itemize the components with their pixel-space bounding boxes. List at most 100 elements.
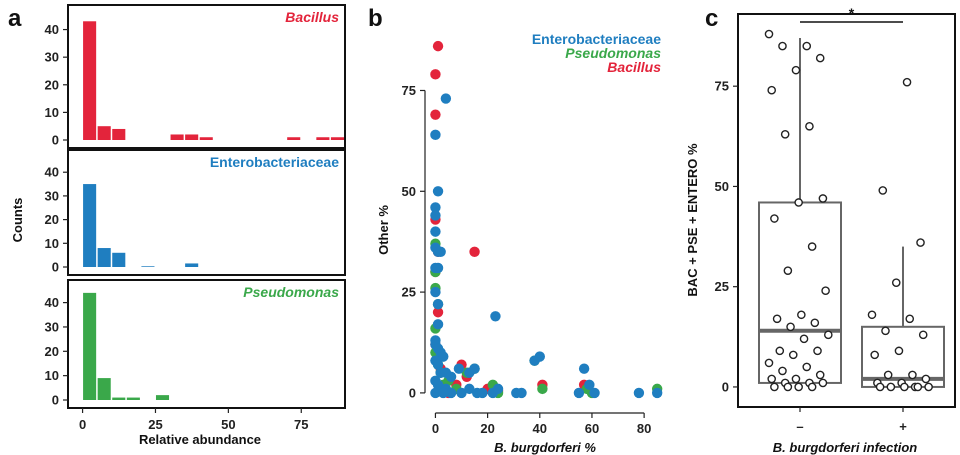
panel-a-y-axis-title: Counts bbox=[10, 198, 25, 243]
scatter-point bbox=[445, 387, 457, 399]
scatter-point bbox=[430, 286, 441, 298]
y-tick-label: 10 bbox=[45, 105, 59, 120]
scatter-point bbox=[456, 387, 467, 399]
histogram-bar bbox=[83, 292, 97, 400]
boxplot-point bbox=[905, 314, 915, 324]
y-tick-label: 0 bbox=[52, 393, 59, 408]
scatter-point bbox=[432, 319, 444, 330]
histogram-bar bbox=[83, 184, 97, 267]
panel-c-x-axis-title: B. burgdorferi infection bbox=[773, 440, 918, 455]
boxplot-point bbox=[778, 366, 787, 376]
y-tick-label: 40 bbox=[45, 295, 59, 310]
y-tick-label: 75 bbox=[715, 79, 729, 94]
boxplot-point bbox=[767, 85, 776, 95]
scatter-point bbox=[537, 383, 548, 395]
scatter-point bbox=[477, 387, 488, 399]
scatter-point bbox=[469, 246, 480, 257]
y-tick-label: 10 bbox=[45, 236, 59, 251]
y-tick-label: 0 bbox=[52, 133, 59, 148]
histogram-bar bbox=[330, 137, 344, 140]
panel-label-a: a bbox=[8, 5, 22, 32]
histogram-bar bbox=[112, 397, 126, 400]
histogram-bar bbox=[97, 248, 111, 267]
panel-b-y-axis-title: Other % bbox=[376, 205, 391, 255]
scatter-point bbox=[453, 363, 465, 374]
boxplot-point bbox=[772, 314, 782, 324]
boxplot-point bbox=[902, 77, 912, 87]
boxplot-point bbox=[764, 29, 774, 39]
boxplot-point bbox=[797, 310, 806, 320]
boxplot-point bbox=[818, 378, 828, 388]
scatter-point bbox=[469, 363, 480, 374]
scatter-point bbox=[438, 351, 449, 362]
scatter-point bbox=[430, 226, 441, 237]
boxplot-point bbox=[821, 286, 830, 296]
boxplot-point bbox=[791, 65, 801, 75]
y-tick-label: 30 bbox=[45, 188, 59, 203]
scatter-point bbox=[430, 69, 441, 80]
legend-entry: Bacillus bbox=[607, 59, 661, 75]
boxplot-point bbox=[767, 374, 776, 384]
boxplot-point bbox=[824, 330, 833, 340]
y-tick-label: 20 bbox=[45, 77, 59, 92]
boxplot-point bbox=[810, 318, 820, 328]
significance-star: * bbox=[849, 5, 855, 21]
y-tick-label: 20 bbox=[45, 344, 59, 359]
boxplot-point bbox=[921, 374, 931, 384]
y-tick-label: 30 bbox=[45, 50, 59, 65]
y-tick-label: 10 bbox=[45, 368, 59, 383]
scatter-point bbox=[432, 40, 444, 52]
scatter-point bbox=[589, 387, 600, 399]
histogram-bar bbox=[185, 134, 199, 140]
histogram-bar bbox=[316, 137, 330, 140]
boxplot-point bbox=[908, 370, 917, 380]
histogram-series-label: Pseudomonas bbox=[243, 284, 339, 300]
histogram-bar bbox=[287, 137, 301, 140]
scatter-point bbox=[430, 210, 441, 221]
panel-c-y-axis-title: BAC + PSE + ENTERO % bbox=[685, 143, 700, 297]
legend-entry: Enterobacteriaceae bbox=[532, 31, 661, 47]
boxplot-point bbox=[786, 322, 795, 332]
scatter-point bbox=[435, 246, 446, 257]
histogram-frame-2 bbox=[67, 279, 346, 409]
boxplot-point bbox=[799, 334, 809, 344]
scatter-point bbox=[573, 387, 585, 399]
histogram-bar bbox=[199, 137, 213, 140]
histogram-bar bbox=[141, 266, 155, 267]
boxplot-point bbox=[780, 130, 790, 139]
scatter-point bbox=[430, 129, 441, 141]
boxplot-point bbox=[913, 382, 923, 392]
histogram-bar bbox=[126, 397, 140, 400]
scatter-point bbox=[516, 387, 527, 399]
panel-a-histograms: Counts Relative abundance Bacillus 0 10 20 3… bbox=[10, 4, 346, 447]
scatter-point bbox=[432, 298, 444, 310]
boxplot-point bbox=[802, 41, 812, 51]
x-tick-label: 20 bbox=[480, 421, 494, 436]
boxplot-point bbox=[783, 382, 793, 392]
boxplot-point bbox=[802, 362, 812, 372]
panel-b-scatter: Other % B. burgdorferi % 0 25 50 75 0 20 40 60 8… bbox=[376, 31, 663, 455]
panel-c-boxplot: BAC + PSE + ENTERO % B. burgdorferi infe… bbox=[685, 5, 956, 455]
boxplot-point bbox=[813, 346, 822, 356]
x-tick-label: + bbox=[899, 419, 907, 434]
boxplot-point bbox=[794, 198, 803, 207]
boxplot-frame bbox=[737, 13, 956, 408]
y-tick-label: 40 bbox=[45, 22, 59, 37]
boxplot-point bbox=[894, 346, 904, 356]
scatter-point bbox=[430, 202, 441, 213]
boxplot-point bbox=[881, 326, 890, 336]
y-tick-label: 0 bbox=[409, 385, 416, 400]
panel-label-c: c bbox=[705, 5, 718, 32]
boxplot-point bbox=[770, 382, 779, 392]
x-tick-label: 25 bbox=[148, 417, 162, 432]
y-tick-label: 50 bbox=[715, 179, 729, 194]
legend-entry: Pseudomonas bbox=[565, 45, 661, 61]
scatter-point bbox=[432, 262, 444, 274]
histogram-series-label: Bacillus bbox=[285, 9, 339, 25]
scatter-point bbox=[438, 387, 449, 399]
boxplot-point bbox=[916, 238, 925, 247]
scatter-point bbox=[534, 351, 545, 362]
histogram-series-label: Enterobacteriaceae bbox=[210, 154, 339, 170]
boxplot-point bbox=[815, 53, 825, 63]
